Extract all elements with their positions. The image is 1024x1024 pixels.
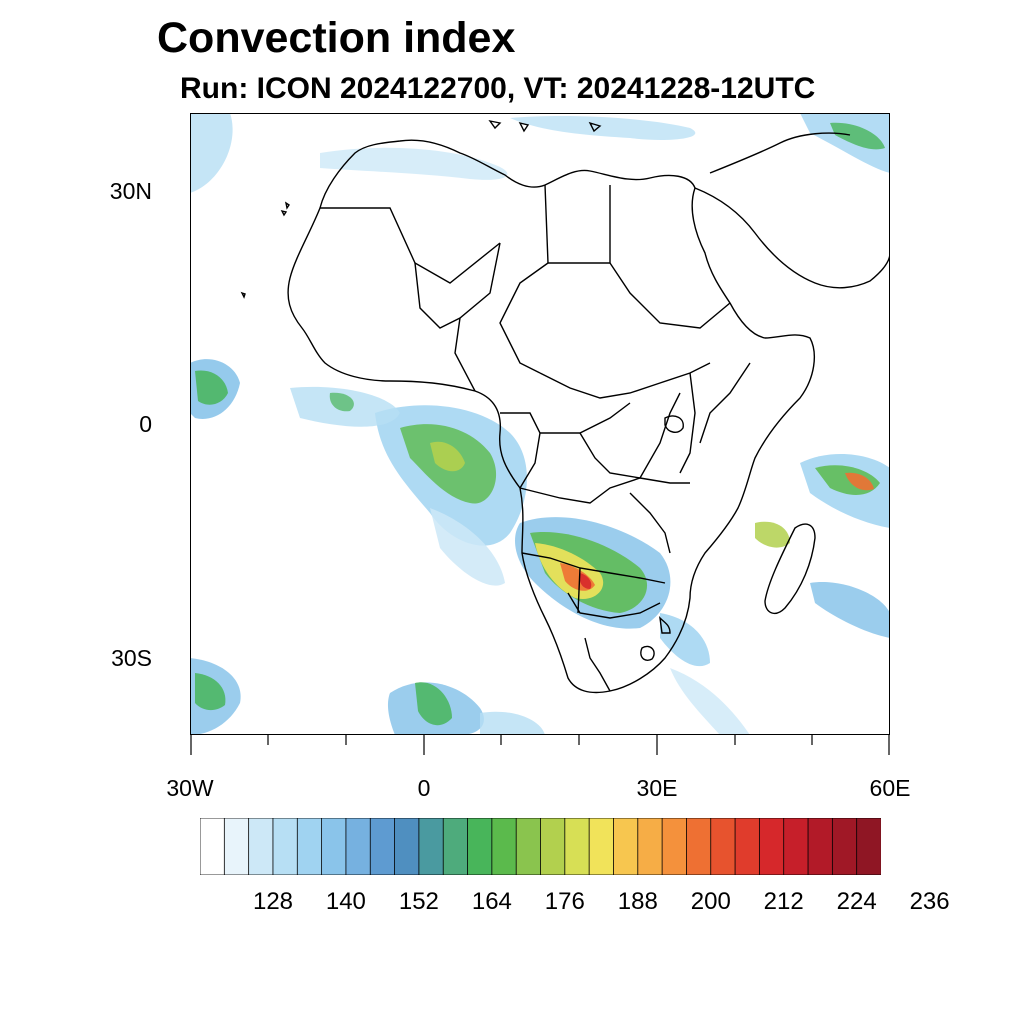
colorbar-label: 212: [763, 888, 804, 915]
colorbar-label: 140: [325, 888, 366, 915]
map-frame: [190, 113, 890, 735]
colorbar-swatch: [831, 818, 858, 875]
lon-label-30w: 30W: [166, 775, 214, 801]
colorbar-swatch: [758, 818, 785, 875]
convection-field: [190, 113, 890, 735]
lat-label-0: 0: [139, 411, 152, 437]
colorbar-swatch: [734, 818, 761, 875]
colorbar-swatch: [321, 818, 347, 875]
colorbar-swatch: [783, 818, 809, 875]
colorbar-swatch: [467, 818, 493, 875]
map-subtitle: Run: ICON 2024122700, VT: 20241228-12UTC: [180, 72, 816, 105]
colorbar-label: 236: [909, 888, 950, 915]
colorbar-label: 152: [398, 888, 439, 915]
colorbar-swatch: [442, 818, 469, 875]
colorbar-swatch: [345, 818, 371, 875]
colorbar-swatch: [588, 818, 615, 875]
colorbar-swatch: [223, 818, 250, 875]
colorbar-swatch: [686, 818, 712, 875]
map-title: Convection index: [157, 14, 516, 62]
colorbar-swatch: [296, 818, 323, 875]
colorbar-swatch: [637, 818, 663, 875]
colorbar-swatch: [540, 818, 566, 875]
colorbar-label: 128: [252, 888, 294, 915]
lon-label-60e: 60E: [869, 775, 911, 801]
colorbar-swatch: [564, 818, 590, 875]
bottom-axis-ticks: [190, 735, 890, 755]
colorbar-swatch: [491, 818, 517, 875]
colorbar-swatch: [710, 818, 736, 875]
colorbar-swatch: [515, 818, 542, 875]
colorbar-swatch: [248, 818, 274, 875]
lat-label-30n: 30N: [109, 178, 152, 204]
colorbar-swatch: [394, 818, 420, 875]
colorbar-swatch: [418, 818, 444, 875]
colorbar-label: 164: [471, 888, 512, 915]
colorbar-label: 224: [836, 888, 877, 915]
colorbar: [200, 818, 881, 875]
colorbar-label: 188: [617, 888, 658, 915]
colorbar-swatch: [613, 818, 639, 875]
colorbar-swatch: [807, 818, 834, 875]
colorbar-swatch: [272, 818, 298, 875]
colorbar-swatch: [200, 818, 226, 875]
colorbar-swatch: [661, 818, 688, 875]
colorbar-label: 200: [690, 888, 731, 915]
colorbar-label: 176: [544, 888, 585, 915]
coastlines-borders: [240, 119, 890, 694]
lon-label-0: 0: [417, 775, 431, 801]
lat-label-30s: 30S: [111, 645, 152, 671]
map-plot: [190, 113, 890, 735]
colorbar-swatch: [856, 818, 881, 875]
colorbar-swatch: [369, 818, 396, 875]
lon-label-30e: 30E: [636, 775, 678, 801]
